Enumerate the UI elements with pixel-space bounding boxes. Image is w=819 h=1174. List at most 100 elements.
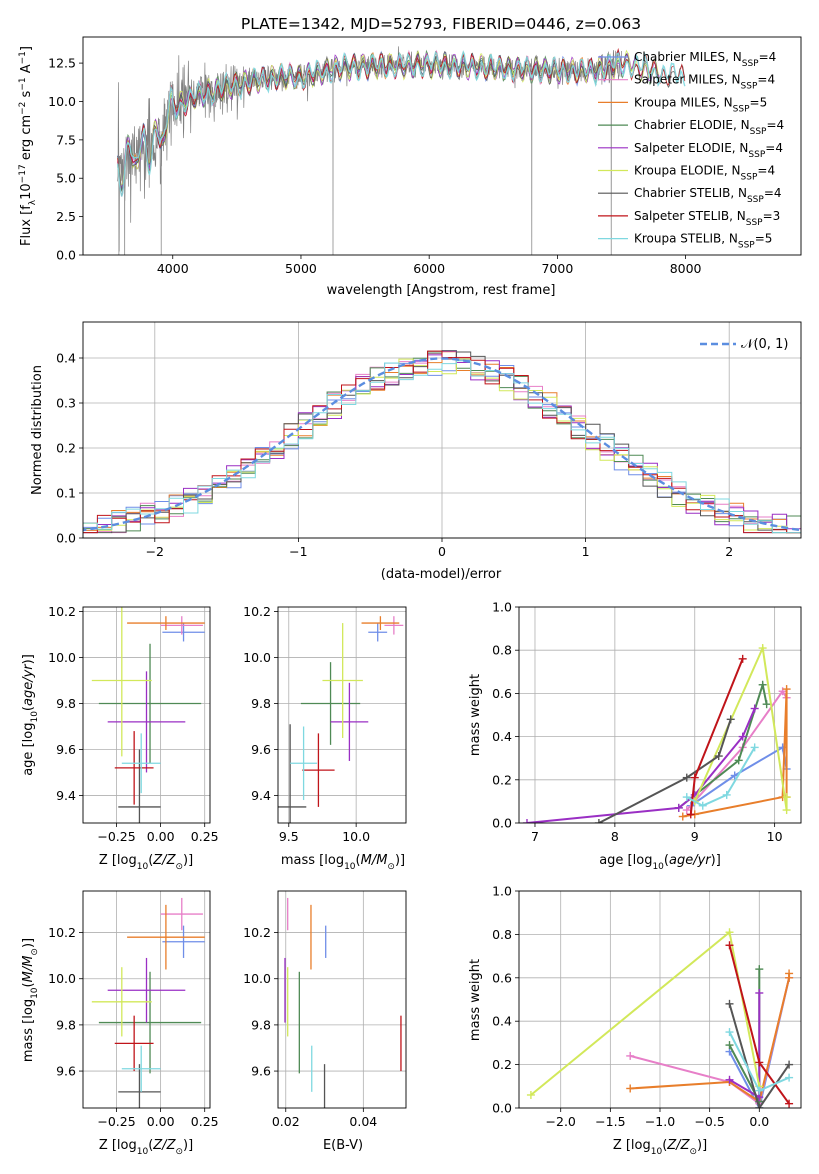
x-tick-label: −2.0 — [546, 1114, 576, 1129]
label-part: Salpeter STELIB, N — [634, 209, 746, 223]
y-tick-label: 1.0 — [492, 884, 512, 899]
x-tick-label: 6000 — [413, 261, 445, 276]
label-part: 10 — [137, 862, 149, 872]
label-part: =5 — [755, 232, 773, 246]
y-tick-label: 0.2 — [492, 1057, 512, 1072]
axes-frame — [82, 890, 211, 1109]
errorbar-kroupa-miles — [127, 616, 205, 630]
label-part: Kroupa MILES, N — [634, 95, 733, 109]
errorbar-chabrier-elodie — [98, 971, 202, 1074]
series-kroupa-stelib — [682, 743, 759, 810]
axes-frame — [518, 606, 802, 824]
age_vs_mass-plot-area — [278, 616, 404, 823]
label-part: M/M — [21, 956, 36, 983]
axes-frame — [277, 890, 407, 1109]
y-tick-label: 0.6 — [492, 686, 512, 701]
axes-frame — [518, 890, 802, 1109]
y-tick-label: 10.2 — [243, 925, 271, 940]
y-tick-label: 9.8 — [56, 1017, 76, 1032]
x-tick-label: 9 — [691, 829, 699, 844]
errorbar-kroupa-elodie — [322, 623, 363, 738]
series-chabrier-stelib — [725, 999, 794, 1108]
x-tick-label: −1.0 — [645, 1114, 675, 1129]
y-tick-label: 10.2 — [48, 925, 76, 940]
label-part: 10 — [344, 862, 356, 872]
y-tick-label: 9.4 — [251, 788, 271, 803]
label-part: SSP — [750, 127, 767, 137]
y-tick-label: 10.0 — [48, 94, 76, 109]
x-tick-label: 5000 — [285, 261, 317, 276]
label-part: age [log — [599, 853, 652, 868]
label-part: ⊙ — [175, 862, 183, 872]
x-tick-label: −0.5 — [694, 1114, 724, 1129]
y-tick-label: 9.6 — [251, 1064, 271, 1079]
weight_vs_age-plot-area — [522, 644, 791, 823]
weight_vs_Z-axes: −2.0 −1.5 −1.0 −0.5 0.0 0.0 0.2 0.4 0.6 0.8 1.0 Z [… — [468, 884, 802, 1157]
errorbar-salpeter-stelib — [114, 731, 154, 805]
legend-entry: Chabrier ELODIE, NSSP=4 — [634, 118, 784, 137]
errorbar-kroupa-stelib — [121, 733, 161, 794]
series-line — [686, 746, 756, 807]
errorbar-salpeter-elodie — [107, 957, 186, 1023]
errorbar-salpeter-elodie — [330, 682, 369, 761]
errorbar-chabrier-stelib — [118, 749, 161, 823]
figure-title: PLATE=1342, MJD=52793, FIBERID=0446, z=0… — [241, 15, 641, 33]
spectrum-axes: 4000 5000 6000 7000 8000 0.0 2.5 5.0 7.5 10.0 12.5… — [18, 36, 802, 298]
x-tick-label: 0.25 — [191, 1114, 219, 1129]
y-axis-label: mass [log10(M/M⊙)] — [21, 938, 40, 1062]
x-tick-label: 0.02 — [272, 1114, 300, 1129]
y-axis-label: Normed distribution — [30, 365, 45, 495]
label-part: Flux [f — [19, 205, 34, 246]
label-part: 𝒩 — [741, 337, 756, 352]
y-tick-label: 0.6 — [492, 970, 512, 985]
series-kroupa-stelib — [725, 1028, 794, 1095]
errorbar-chabrier-stelib — [278, 724, 307, 823]
legend-entry: Salpeter STELIB, NSSP=3 — [634, 209, 780, 228]
x-axis-label: wavelength [Angstrom, rest frame] — [327, 283, 556, 298]
x-tick-label: 2 — [725, 544, 733, 559]
label-part: ( — [148, 1138, 153, 1153]
mass_vs_Z-axes: −0.25 0.00 0.259.69.810.010.2Z [log10(Z/Z⊙… — [21, 890, 219, 1157]
y-axis-label: age [log10(age/yr)] — [21, 654, 40, 776]
label-part: 10 — [30, 711, 40, 723]
x-tick-label: −1 — [289, 544, 307, 559]
y-tick-label: 5.0 — [56, 171, 76, 186]
legend-entry: Salpeter MILES, NSSP=4 — [634, 73, 775, 92]
label-part: Salpeter ELODIE, N — [634, 141, 748, 155]
errorbar-kroupa-elodie — [91, 607, 152, 757]
y-axis-label: mass weight — [468, 959, 483, 1041]
series-line — [678, 680, 768, 809]
label-part: (0, 1) — [753, 337, 788, 352]
label-part: SSP — [741, 82, 758, 92]
y-tick-label: 0.2 — [492, 772, 512, 787]
x-axis-label: Z [log10(Z/Z⊙)] — [99, 1138, 193, 1157]
label-part: Chabrier ELODIE, N — [634, 118, 750, 132]
label-part: SSP — [738, 241, 755, 251]
mass_vs_ebv-plot-area — [284, 897, 402, 1108]
x-tick-label: −0.25 — [97, 829, 135, 844]
x-tick-label: −1.5 — [595, 1114, 625, 1129]
y-axis-label: Flux [fλ10−17 erg cm−2 s−1 A−1] — [18, 46, 38, 246]
series-kroupa-elodie — [526, 928, 764, 1099]
label-part: −1 — [18, 51, 28, 64]
legend-entry: Kroupa ELODIE, NSSP=4 — [634, 164, 775, 183]
label-part: ] — [19, 46, 34, 51]
label-part: )] — [395, 853, 405, 868]
y-tick-label: 9.6 — [251, 742, 271, 757]
x-tick-label: 0.25 — [191, 829, 219, 844]
errorbar-kroupa-elodie — [91, 967, 152, 1037]
y-tick-label: 9.8 — [251, 1017, 271, 1032]
label-part: =4 — [757, 164, 775, 178]
label-part: Chabrier MILES, N — [634, 50, 742, 64]
label-part: =4 — [764, 186, 782, 200]
label-part: Z [log — [99, 1138, 137, 1153]
x-tick-label: 4000 — [157, 261, 189, 276]
label-part: M/M — [361, 853, 388, 868]
label-part: Kroupa STELIB, N — [634, 232, 738, 246]
label-part: age/yr — [21, 663, 36, 706]
age_vs_Z-axes: −0.25 0.00 0.259.49.69.810.010.2Z [log10(Z… — [21, 604, 219, 872]
label-part: Chabrier STELIB, N — [634, 186, 747, 200]
y-tick-label: 10.0 — [48, 650, 76, 665]
label-part: ⊙ — [175, 1147, 183, 1157]
x-tick-label: 7 — [531, 829, 539, 844]
